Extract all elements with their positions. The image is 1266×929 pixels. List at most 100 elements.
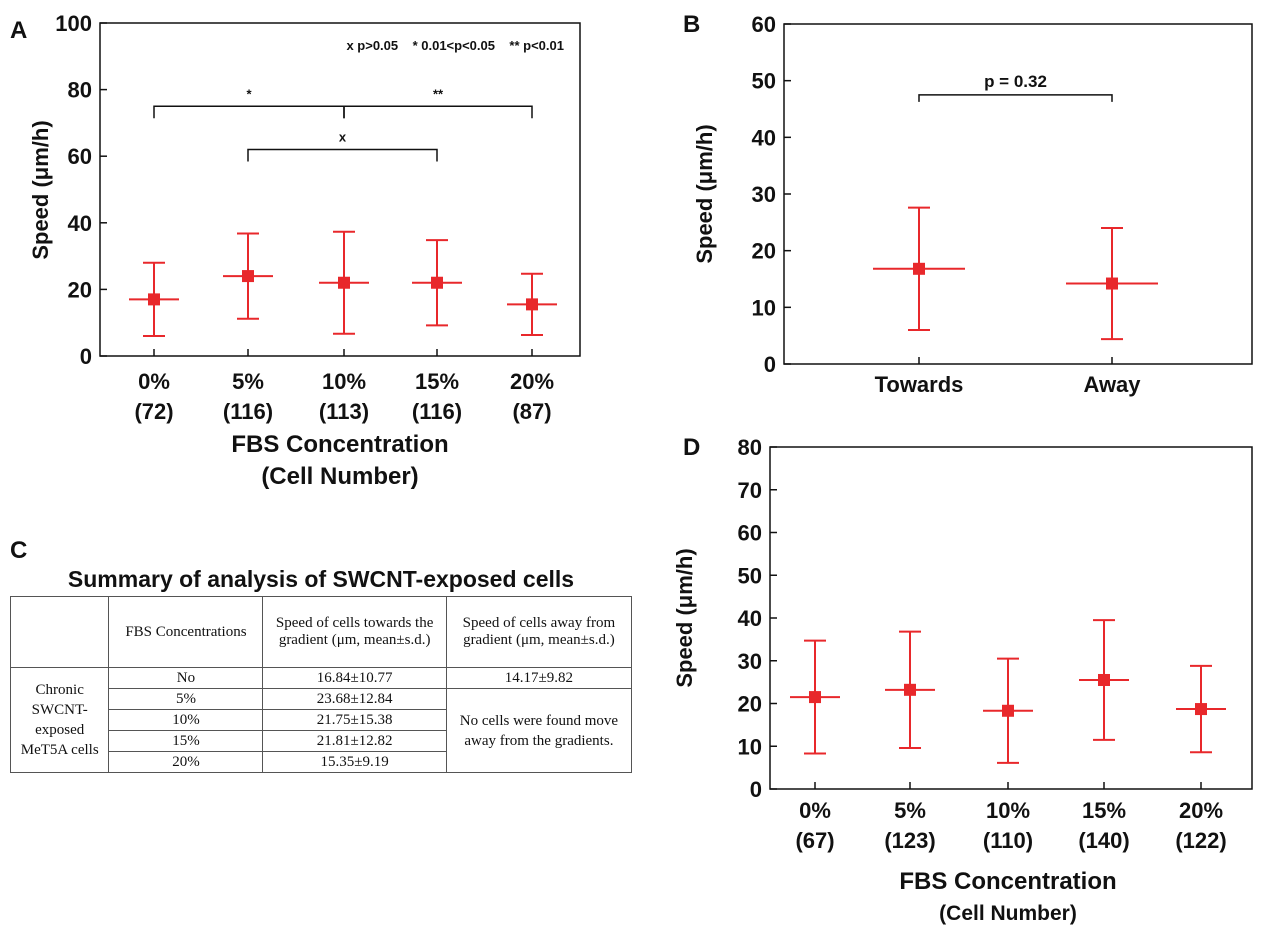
panel-d-y-tick-label: 0 xyxy=(750,777,762,802)
panel-d-mean-marker xyxy=(1195,703,1207,716)
panel-b-mean-marker xyxy=(1106,277,1118,290)
panel-d-y-tick-label: 80 xyxy=(738,435,762,460)
panel-d-category-label: 5% xyxy=(894,798,926,823)
panel-d-category-label: 20% xyxy=(1179,798,1223,823)
panel-d-plot-frame xyxy=(769,446,1253,790)
panel-a-y-tick-label: 80 xyxy=(68,78,92,103)
table-header-cell: Speed of cells towards the gradient (μm,… xyxy=(262,596,447,668)
panel-a-significance-bracket xyxy=(247,148,438,162)
table-row: 10% 21.75±15.38 xyxy=(11,709,632,731)
panel-a-category-count: (116) xyxy=(412,399,462,424)
panel-b-y-tick-label: 20 xyxy=(752,239,776,264)
panel-b-y-axis-title: Speed (μm/h) xyxy=(692,124,717,263)
table-row: 20% 15.35±9.19 xyxy=(11,751,632,773)
panel-c-title: Summary of analysis of SWCNT-exposed cel… xyxy=(67,566,575,592)
panel-d-y-tick-label: 70 xyxy=(738,478,762,503)
panel-d-mean-marker xyxy=(1098,673,1110,686)
panel-a-x-axis-title-line1: FBS Concentration xyxy=(231,431,448,458)
panel-a-mean-marker xyxy=(526,298,538,311)
panel-a-category-label: 15% xyxy=(415,369,459,394)
table-cell-towards: 16.84±10.77 xyxy=(262,667,447,689)
panel-d-category-label: 10% xyxy=(986,798,1030,823)
panel-d-y-tick-label: 20 xyxy=(738,692,762,717)
panel-d: D Speed (μm/h) FBS Concentration (Cell N… xyxy=(672,434,1253,925)
table-cell-towards: 21.75±15.38 xyxy=(262,709,447,731)
panel-d-category-count: (67) xyxy=(795,828,834,853)
panel-d-category-count: (110) xyxy=(983,828,1033,853)
panel-b-letter: B xyxy=(683,11,700,38)
panel-d-x-axis-title-line1: FBS Concentration xyxy=(899,868,1116,895)
table-cell-towards: 21.81±12.82 xyxy=(262,730,447,752)
panel-a-category-count: (87) xyxy=(512,399,551,424)
panel-b-y-tick-label: 50 xyxy=(752,69,776,94)
panel-b-category-label: Away xyxy=(1083,372,1141,397)
panel-a-significance-bracket xyxy=(153,105,345,119)
panel-b-y-tick-label: 60 xyxy=(752,12,776,37)
panel-a-category-label: 10% xyxy=(322,369,366,394)
summary-table: FBS Concentrations Speed of cells toward… xyxy=(9,596,633,773)
panel-a-significance-label: x xyxy=(339,130,347,145)
panel-d-category-label: 15% xyxy=(1082,798,1126,823)
table-cell-fbs: 10% xyxy=(108,709,264,731)
panel-d-y-tick-label: 40 xyxy=(738,606,762,631)
panel-a-mean-marker xyxy=(338,276,350,289)
panel-a-y-tick-label: 60 xyxy=(68,144,92,169)
panel-a-y-tick-label: 40 xyxy=(68,211,92,236)
panel-a: A x p>0.05 * 0.01<p<0.05 ** p<0.01 Speed… xyxy=(10,11,581,490)
panel-d-mean-marker xyxy=(1002,704,1014,717)
table-cell-fbs: No xyxy=(108,667,264,689)
table-cell-fbs: 5% xyxy=(108,688,264,710)
panel-a-category-label: 5% xyxy=(232,369,264,394)
table-row: Chronic SWCNT-exposed MeT5A cells No 16.… xyxy=(9,667,633,773)
panel-a-y-axis-title: Speed (μm/h) xyxy=(28,120,53,259)
panel-a-category-count: (72) xyxy=(134,399,173,424)
panel-b-mean-marker xyxy=(913,262,925,275)
table-cell-fbs: 15% xyxy=(108,730,264,752)
panel-a-category-count: (113) xyxy=(319,399,369,424)
panel-d-y-tick-label: 50 xyxy=(738,563,762,588)
panel-a-significance-label: ** xyxy=(433,86,444,101)
panel-d-category-count: (140) xyxy=(1078,828,1129,853)
panel-a-letter: A xyxy=(10,17,27,44)
panel-d-y-tick-label: 30 xyxy=(738,649,762,674)
panel-b-significance-bracket xyxy=(918,94,1113,102)
table-cell-away: 14.17±9.82 xyxy=(445,667,633,689)
panel-d-x-axis-title-line2: (Cell Number) xyxy=(939,902,1077,925)
panel-d-y-axis-title: Speed (μm/h) xyxy=(672,548,697,687)
panel-d-y-tick-label: 60 xyxy=(738,521,762,546)
panel-d-mean-marker xyxy=(904,683,916,696)
panel-d-letter: D xyxy=(683,434,700,461)
panel-d-category-label: 0% xyxy=(799,798,831,823)
panel-a-category-count: (116) xyxy=(223,399,273,424)
panel-a-y-tick-label: 100 xyxy=(55,11,92,36)
panel-b-y-tick-label: 10 xyxy=(752,295,776,320)
table-cell-fbs: 20% xyxy=(108,751,264,773)
table-cell-towards: 15.35±9.19 xyxy=(262,751,447,773)
table-header-cell: Speed of cells away from gradient (μm, m… xyxy=(445,596,633,668)
panel-a-category-label: 20% xyxy=(510,369,554,394)
panel-c-letter: C xyxy=(10,537,27,564)
table-header-cell: FBS Concentrations xyxy=(108,596,264,668)
panel-a-significance-label: * xyxy=(246,86,252,101)
panel-a-mean-marker xyxy=(148,293,160,306)
panel-a-x-axis-title-line2: (Cell Number) xyxy=(261,463,418,490)
panel-b: B Speed (μm/h) 0 10 20 30 40 50 60 Towards Away p… xyxy=(683,11,1253,397)
table-cell-towards: 23.68±12.84 xyxy=(262,688,447,710)
panel-a-mean-marker xyxy=(242,270,254,283)
panel-a-significance-bracket xyxy=(343,105,533,119)
panel-b-y-tick-label: 40 xyxy=(752,125,776,150)
panel-a-mean-marker xyxy=(431,276,443,289)
table-header-cell xyxy=(9,596,110,668)
table-header-row: FBS Concentrations Speed of cells toward… xyxy=(9,596,633,668)
panel-b-significance-label: p = 0.32 xyxy=(984,72,1047,91)
panel-d-mean-marker xyxy=(809,691,821,704)
panel-b-category-label: Towards xyxy=(875,372,964,397)
table-row-group-label: Chronic SWCNT-exposed MeT5A cells xyxy=(9,667,110,773)
panel-b-y-tick-label: 0 xyxy=(764,352,776,377)
panel-d-y-tick-label: 10 xyxy=(738,734,762,759)
panel-a-significance-legend: x p>0.05 * 0.01<p<0.05 ** p<0.01 xyxy=(346,38,564,53)
panel-a-y-tick-label: 0 xyxy=(80,344,92,369)
panel-d-category-count: (123) xyxy=(884,828,935,853)
table-cell-away-note: No cells were found move away from the g… xyxy=(445,688,633,773)
